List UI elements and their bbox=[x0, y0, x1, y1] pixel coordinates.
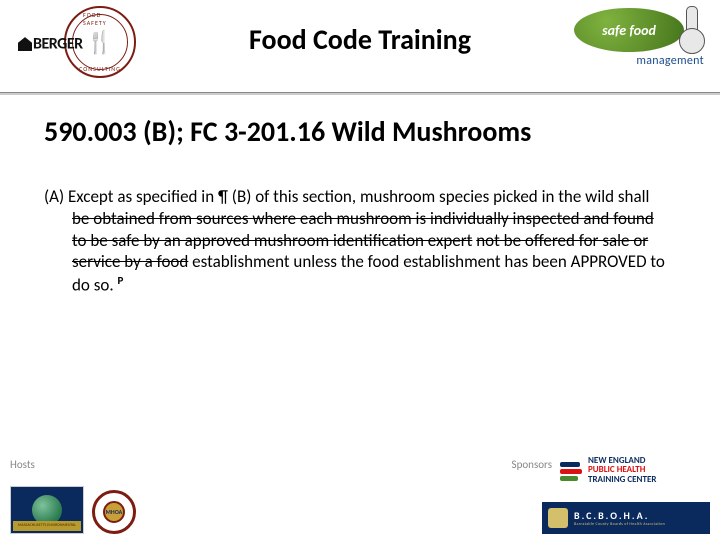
sponsors-label: Sponsors bbox=[512, 458, 552, 471]
host-logo-b: MHOA bbox=[92, 490, 136, 534]
slide: 🍴 FOOD SAFETY CONSULTING BERGER Food Cod… bbox=[0, 0, 720, 540]
para-superscript: P bbox=[118, 273, 124, 287]
hosts-label: Hosts bbox=[10, 458, 35, 471]
sponsor-logo-a: NEW ENGLAND PUBLIC HEALTH TRAINING CENTE… bbox=[560, 456, 710, 492]
para-lead: (A) Except as specified in ¶ (B) of this… bbox=[44, 186, 649, 207]
host-logo-a: MASSACHUSETTS ENVIRONMENTAL HEALTH bbox=[10, 486, 84, 534]
slide-heading: 590.003 (B); FC 3-201.16 Wild Mushrooms bbox=[44, 114, 676, 149]
header: 🍴 FOOD SAFETY CONSULTING BERGER Food Cod… bbox=[0, 0, 720, 92]
safe-food-logo: safe food management bbox=[574, 8, 708, 78]
safe-food-sub: management bbox=[636, 54, 704, 68]
bfsc-bottom-text: CONSULTING bbox=[79, 65, 121, 73]
header-rule bbox=[0, 92, 720, 95]
thermometer-icon bbox=[676, 6, 706, 54]
footer: Hosts Sponsors MASSACHUSETTS ENVIRONMENT… bbox=[0, 454, 720, 540]
body-paragraph: (A) Except as specified in ¶ (B) of this… bbox=[44, 186, 666, 296]
sponsor-logo-b: B.C.B.O.H.A. Barnstable County Boards of… bbox=[542, 502, 710, 534]
